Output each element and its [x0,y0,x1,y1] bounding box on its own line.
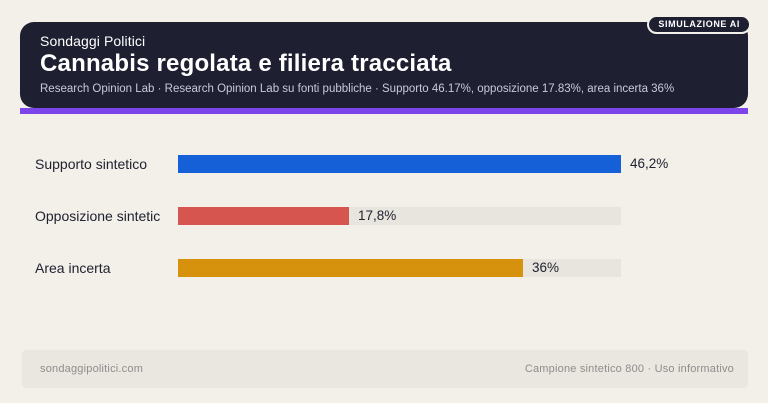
bar-track [178,207,621,225]
bar-fill [178,259,524,277]
bar-track [178,259,621,277]
simulation-badge: SIMULAZIONE AI [647,15,751,34]
accent-divider [20,108,748,114]
bar-track [178,155,621,173]
bar-value: 46,2% [630,156,669,171]
footer-strip: sondaggipolitici.com Campione sintetico … [22,350,748,388]
bar-row: Area incerta 36% [0,259,768,277]
bar-category-label: Area incerta [35,260,111,276]
brand-label: Sondaggi Politici [40,33,146,49]
header-card: Sondaggi Politici Cannabis regolata e fi… [20,15,751,108]
footer-site-url: sondaggipolitici.com [40,363,144,375]
bar-row: Supporto sintetico 46,2% [0,155,768,173]
bar-value: 17,8% [358,208,397,223]
bar-category-label: Opposizione sintetic [35,208,161,224]
bar-category-label: Supporto sintetico [35,156,148,172]
header-subtitle: Research Opinion Lab · Research Opinion … [40,83,675,95]
footer-sample-note: Campione sintetico 800 · Uso informativo [524,363,734,375]
bar-fill [178,155,621,173]
bar-fill [178,207,349,225]
bar-value: 36% [532,260,560,275]
bar-row: Opposizione sintetic 17,8% [0,207,768,225]
page-title: Cannabis regolata e filiera tracciata [40,50,452,77]
